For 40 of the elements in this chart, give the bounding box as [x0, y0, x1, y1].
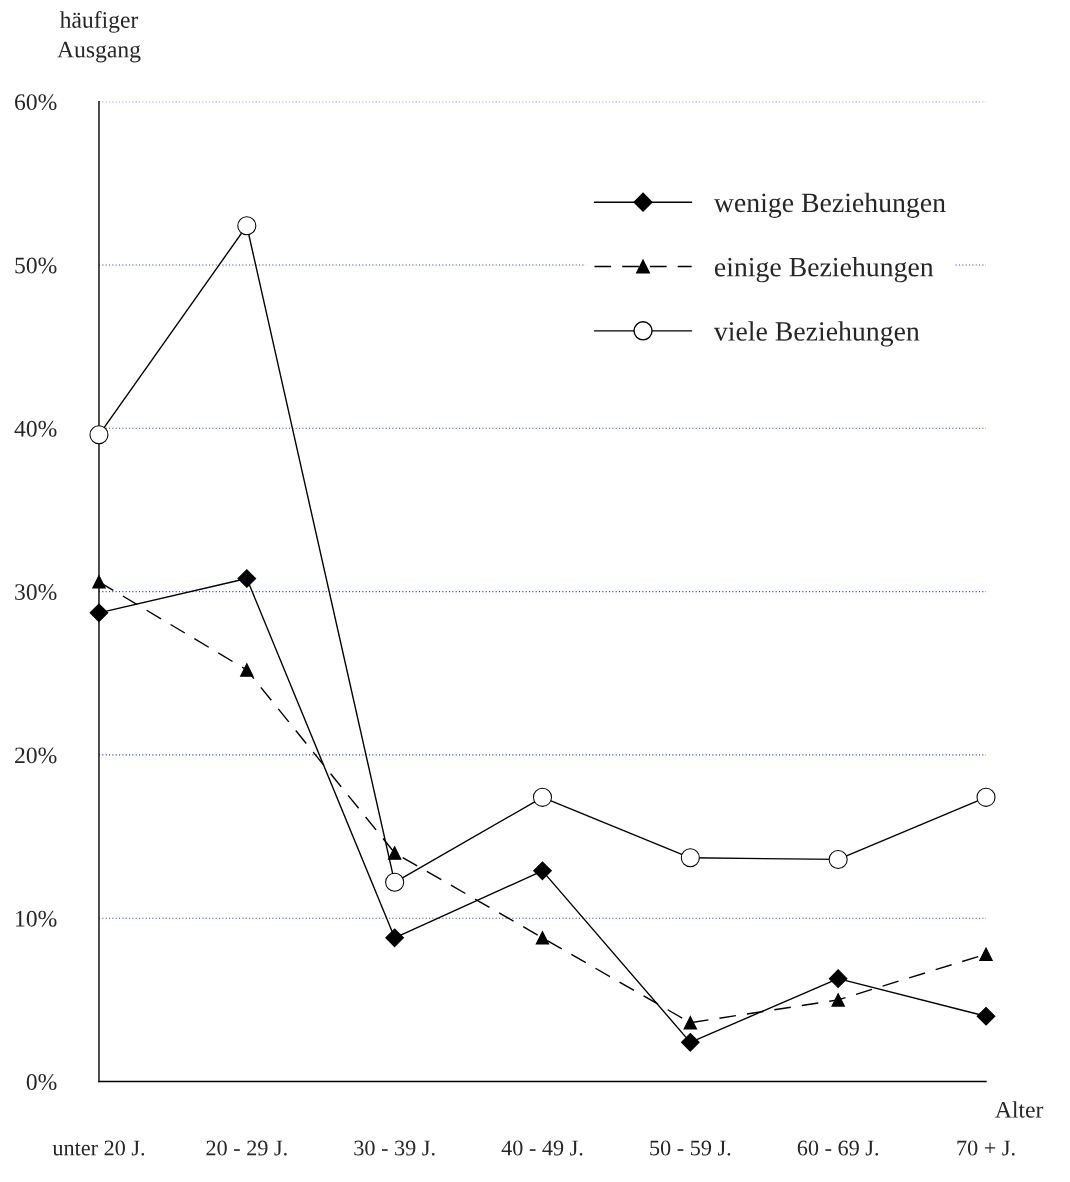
x-tick-label: 50 - 59 J.	[650, 1140, 731, 1156]
y-tick-label: 20%	[15, 747, 57, 764]
x-tick-label: 70 + J.	[957, 1140, 1015, 1156]
point	[89, 425, 109, 445]
legend-label: einige Beziehungen	[714, 256, 934, 283]
point	[828, 849, 848, 869]
x-tick-label: 30 - 39 J.	[354, 1140, 435, 1156]
y-axis-title: häufiger Ausgang	[57, 11, 141, 63]
point	[385, 872, 405, 892]
point	[535, 931, 550, 945]
y-tick-label: 50%	[15, 257, 57, 274]
point	[237, 216, 257, 236]
point	[240, 663, 254, 677]
y-tick-label: 40%	[14, 420, 57, 437]
point	[680, 1032, 700, 1052]
point	[92, 575, 106, 589]
y-tick-label: 30%	[15, 584, 57, 601]
point	[385, 928, 405, 948]
legend-label: wenige Beziehungen	[713, 192, 946, 218]
legend-label: viele Beziehungen	[713, 321, 920, 347]
point	[387, 846, 402, 860]
point	[831, 993, 845, 1007]
x-tick-label: 20 - 29 J.	[206, 1140, 287, 1156]
point	[828, 969, 848, 988]
point	[532, 787, 553, 807]
point	[89, 603, 109, 623]
x-tick-label: 40 - 49 J.	[501, 1140, 583, 1156]
point	[237, 569, 257, 588]
point	[533, 861, 552, 881]
y-tick-label: 60%	[15, 94, 57, 111]
x-axis-title: Alter	[995, 1101, 1044, 1118]
point	[979, 947, 993, 961]
point	[683, 1015, 698, 1030]
point	[976, 787, 996, 807]
x-tick-label: unter 20 J.	[52, 1140, 145, 1156]
point	[680, 848, 700, 868]
y-tick-label: 0%	[26, 1074, 57, 1091]
y-tick-label: 10%	[16, 910, 57, 927]
point	[976, 1006, 996, 1026]
x-tick-label: 60 - 69 J.	[797, 1140, 879, 1156]
